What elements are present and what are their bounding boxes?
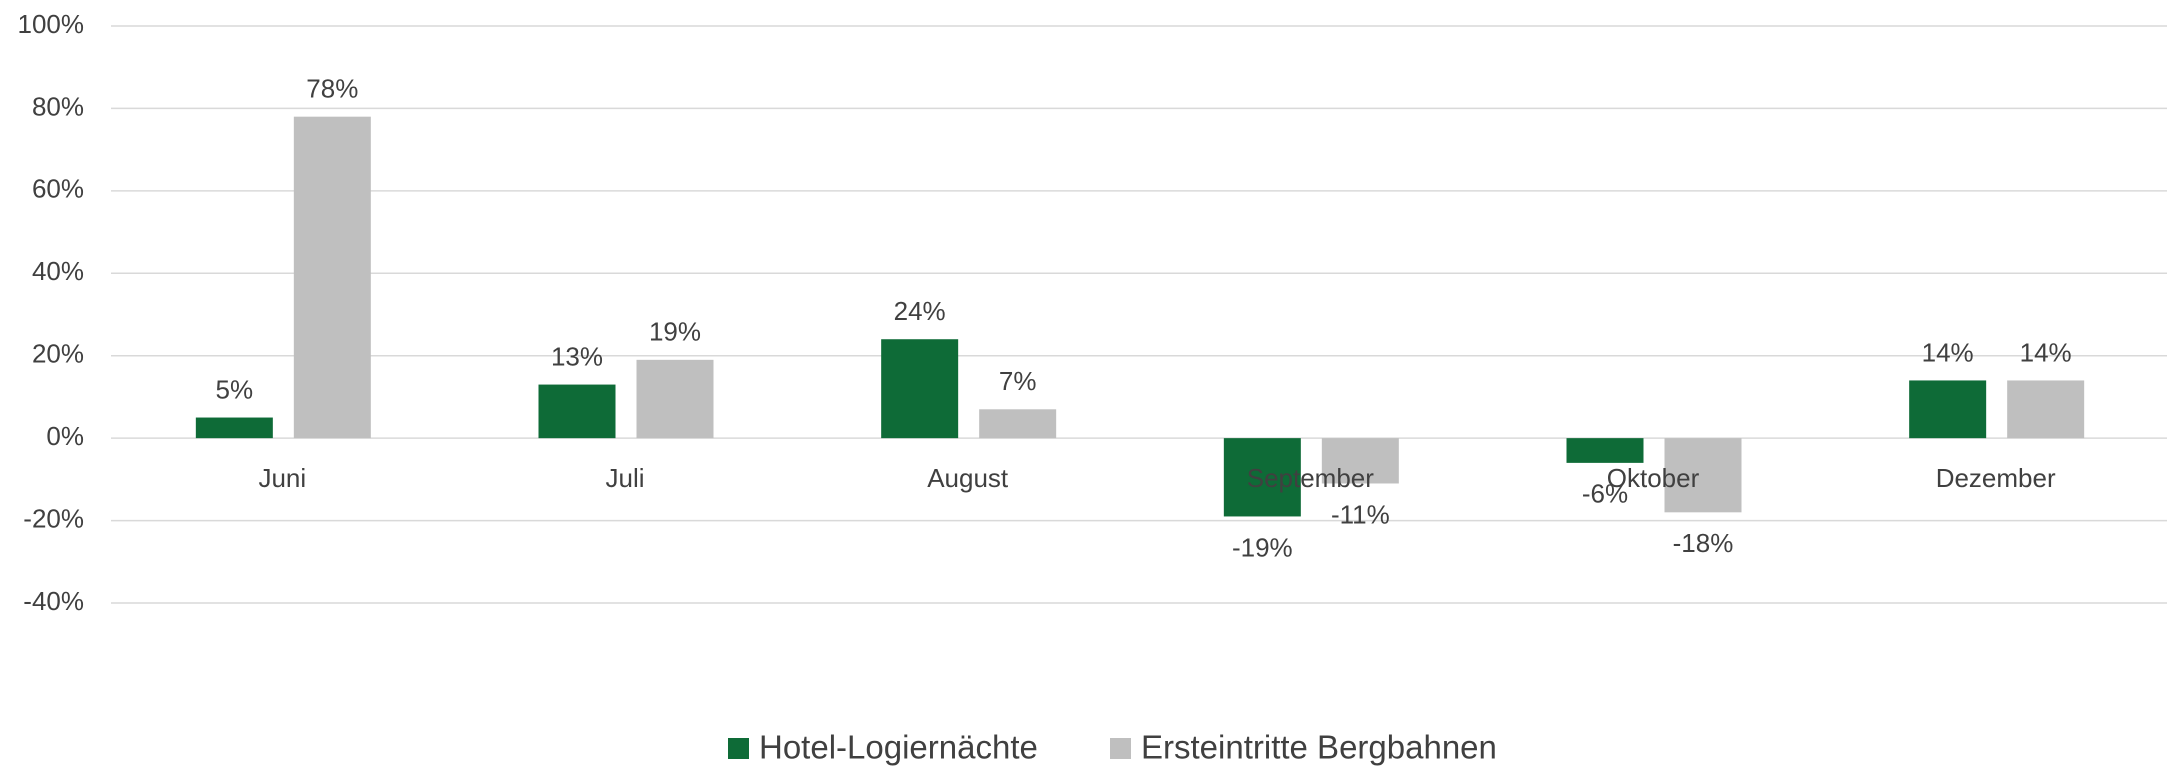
value-label: 5%	[216, 374, 254, 404]
y-tick-label: 60%	[32, 174, 84, 204]
bar	[1909, 380, 1987, 439]
y-tick-label: 80%	[32, 91, 84, 121]
value-label: 14%	[1922, 337, 1974, 367]
bar	[1321, 438, 1399, 484]
legend-swatch	[728, 738, 749, 759]
bar	[979, 409, 1057, 439]
x-tick-label: Juli	[605, 463, 644, 493]
x-tick-label: Oktober	[1607, 463, 1700, 493]
bar	[1566, 438, 1644, 463]
value-label: -19%	[1232, 532, 1293, 562]
y-tick-label: 20%	[32, 339, 84, 369]
y-tick-label: -40%	[23, 586, 84, 616]
value-label: 13%	[551, 341, 603, 371]
value-label: -18%	[1673, 528, 1734, 558]
bar	[293, 116, 371, 439]
x-tick-label: Dezember	[1936, 463, 2056, 493]
x-tick-label: September	[1247, 463, 1375, 493]
y-tick-label: 0%	[46, 421, 84, 451]
bar	[1223, 438, 1301, 517]
y-tick-label: 40%	[32, 256, 84, 286]
bar	[195, 417, 273, 439]
value-label: 19%	[649, 317, 701, 347]
value-label: 24%	[894, 296, 946, 326]
x-tick-label: August	[927, 463, 1009, 493]
bar	[1664, 438, 1742, 513]
y-tick-label: 100%	[18, 9, 85, 39]
legend-label: Ersteintritte Bergbahnen	[1141, 729, 1497, 766]
x-tick-label: Juni	[258, 463, 306, 493]
value-label: 78%	[306, 74, 358, 104]
value-label: -11%	[1331, 499, 1390, 529]
value-label: 14%	[2020, 337, 2072, 367]
legend-label: Hotel-Logiernächte	[759, 729, 1038, 766]
value-label: 7%	[999, 366, 1037, 396]
y-tick-label: -20%	[23, 503, 84, 533]
bar	[538, 384, 616, 439]
bar	[881, 339, 959, 439]
bar	[2007, 380, 2085, 439]
legend-swatch	[1110, 738, 1131, 759]
value-label: -6%	[1582, 479, 1628, 509]
bar	[636, 359, 714, 439]
